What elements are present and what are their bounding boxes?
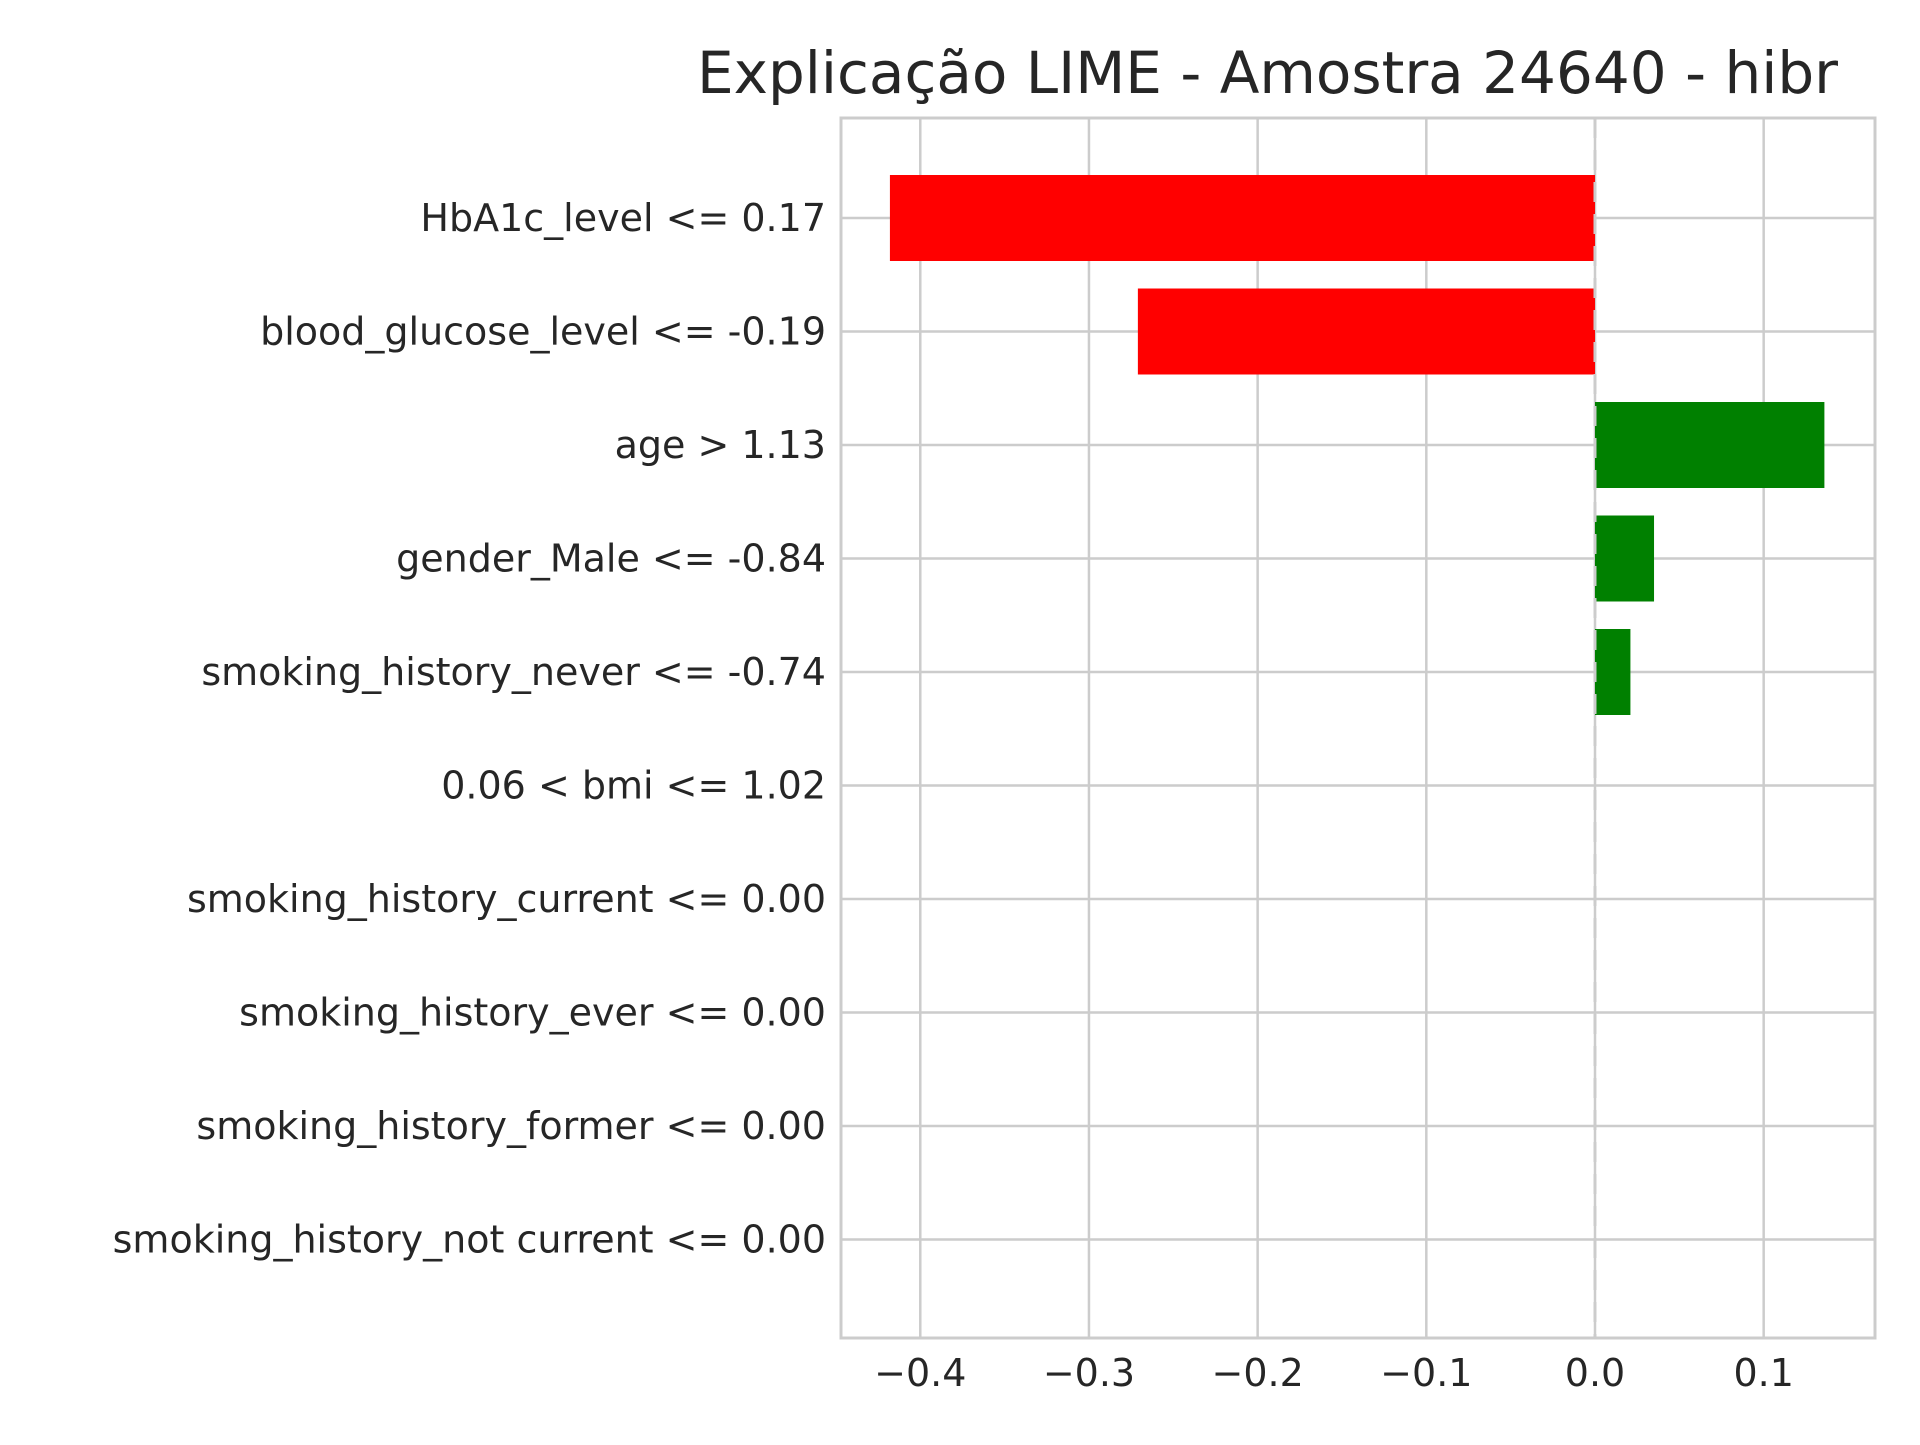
bars-layer: [889, 175, 1825, 715]
y-tick-label: blood_glucose_level <= -0.19: [260, 310, 826, 354]
y-tick-label: smoking_history_not current <= 0.00: [113, 1218, 826, 1262]
y-tick-label: smoking_history_never <= -0.74: [201, 650, 826, 694]
x-tick-labels: −0.4 −0.3 −0.2 −0.1 0.0 0.1: [874, 1351, 1794, 1395]
x-tick-label: 0.0: [1565, 1351, 1625, 1395]
bar: [1137, 288, 1595, 375]
y-tick-label: smoking_history_current <= 0.00: [187, 877, 826, 921]
y-tick-labels: HbA1c_level <= 0.17 blood_glucose_level <…: [113, 196, 826, 1262]
y-tick-label: age > 1.13: [615, 423, 826, 467]
grid-layer: [841, 118, 1875, 1338]
y-tick-label: HbA1c_level <= 0.17: [420, 196, 826, 240]
x-tick-label: 0.1: [1733, 1351, 1793, 1395]
y-tick-label: smoking_history_former <= 0.00: [196, 1104, 826, 1148]
chart-title: Explicação LIME - Amostra 24640 - hibr: [697, 39, 1838, 107]
bar: [1594, 515, 1655, 602]
y-tick-label: gender_Male <= -0.84: [396, 537, 826, 581]
y-tick-label: 0.06 < bmi <= 1.02: [441, 764, 826, 808]
x-tick-label: −0.2: [1211, 1351, 1303, 1395]
y-tick-label: smoking_history_ever <= 0.00: [239, 991, 826, 1035]
bar: [1594, 629, 1631, 715]
bar: [1594, 402, 1825, 488]
x-tick-label: −0.4: [874, 1351, 966, 1395]
bar: [889, 175, 1595, 261]
x-tick-label: −0.3: [1043, 1351, 1135, 1395]
x-tick-label: −0.1: [1380, 1351, 1472, 1395]
